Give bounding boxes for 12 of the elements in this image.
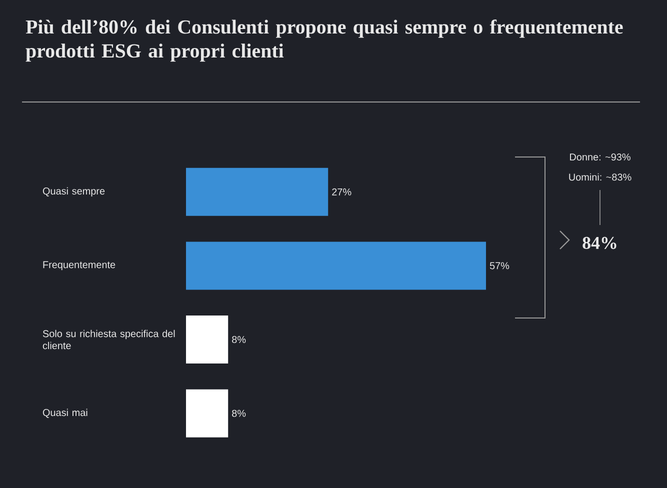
data-label: 8% [232, 336, 246, 344]
data-label: 57% [490, 262, 510, 270]
text: Donne: ~93% [570, 153, 630, 161]
text: 84% [582, 236, 616, 250]
y-tick-label: Solo su richiesta specifica del cliente [42, 330, 175, 350]
y-tick-label: Quasi mai [42, 408, 88, 418]
chart-title: Più dell’80% dei Consulenti propone quasi sempre o frequentemente prodotti ESG ai propri clienti [26, 20, 623, 62]
data-label: 27% [332, 188, 352, 196]
text: Uomini: ~83% [569, 173, 632, 181]
y-tick-label: Frequentemente [43, 261, 116, 270]
y-tick-label: Quasi sempre [42, 187, 105, 197]
data-label: 8% [232, 410, 246, 417]
